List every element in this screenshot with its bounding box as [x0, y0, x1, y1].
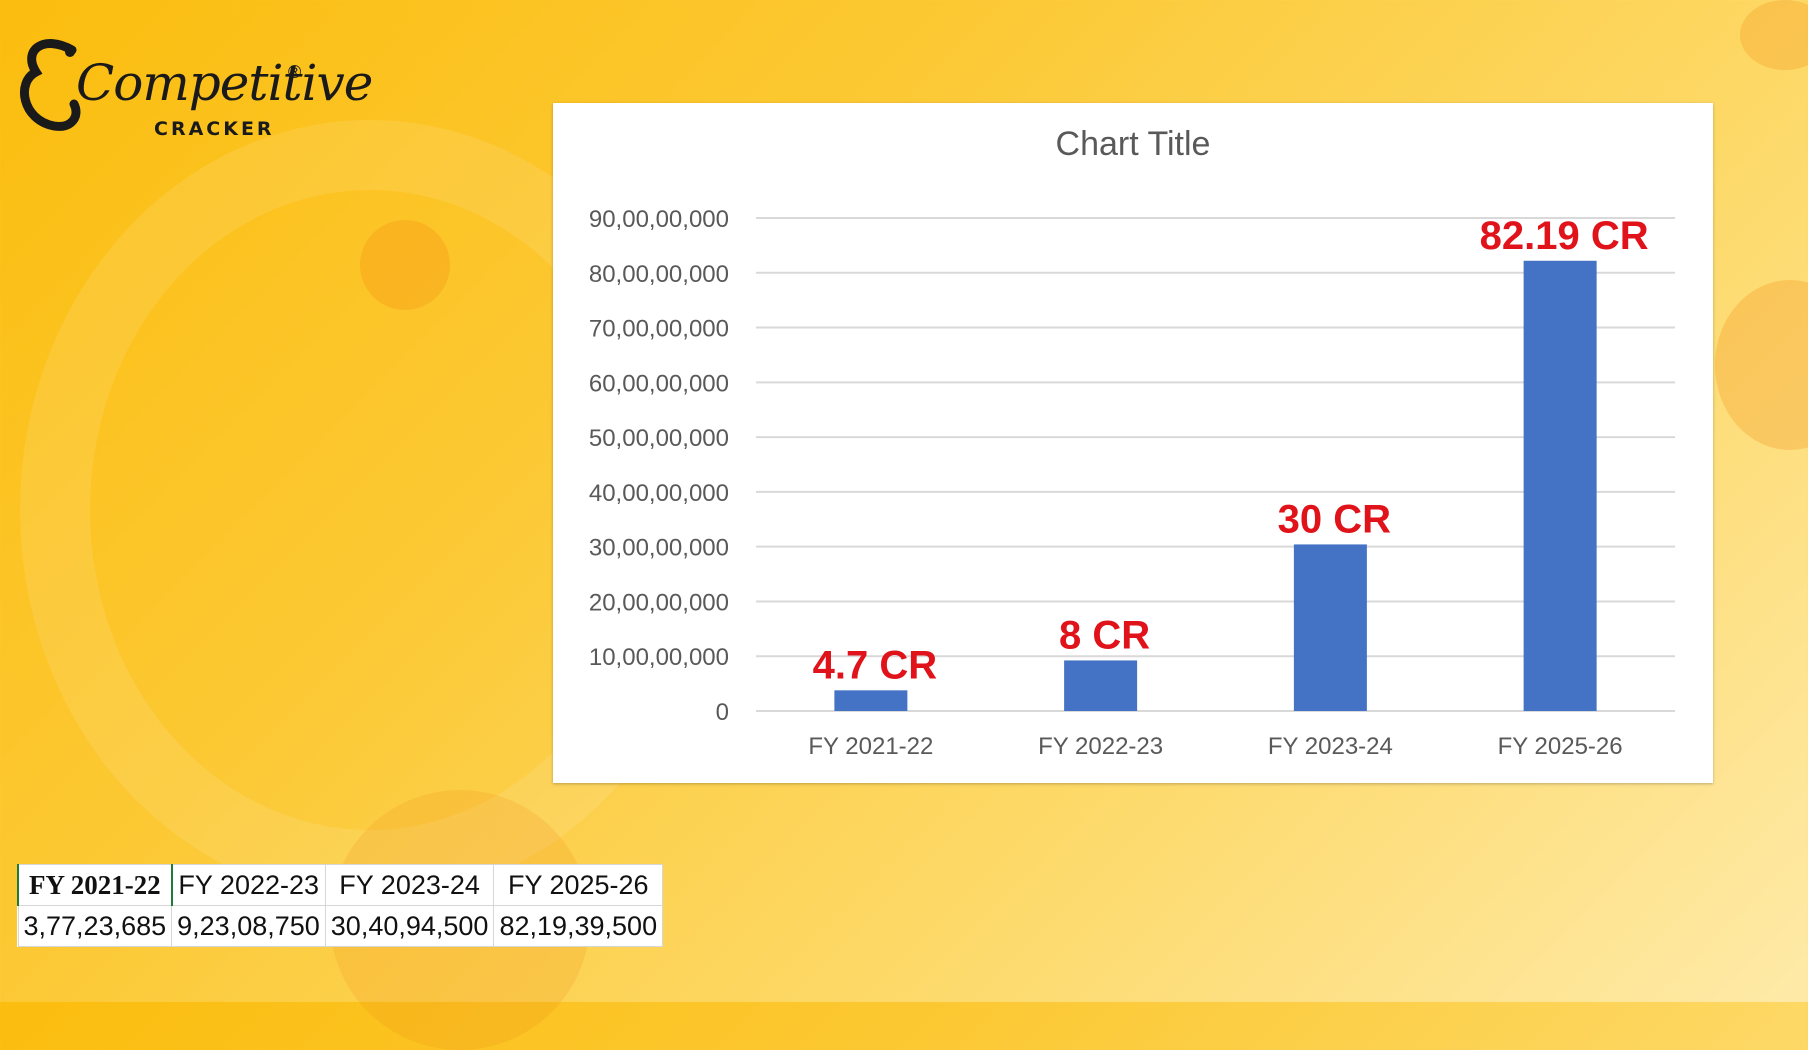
y-tick-label: 10,00,00,000 [589, 644, 729, 671]
bar [1523, 260, 1597, 711]
background-swirl [1740, 0, 1808, 70]
y-tick-label: 50,00,00,000 [589, 425, 729, 452]
x-tick-label: FY 2025-26 [1498, 733, 1623, 760]
x-tick-label: FY 2022-23 [1038, 733, 1163, 760]
table-header-row: FY 2021-22 FY 2022-23 FY 2023-24 FY 2025… [17, 864, 664, 906]
registered-mark: ® [288, 62, 302, 82]
logo-wordmark: Competitive [76, 54, 373, 112]
background-swirl [1715, 280, 1808, 450]
logo-subtitle: CRACKER [154, 118, 275, 140]
y-tick-label: 60,00,00,000 [589, 370, 729, 397]
y-tick-label: 70,00,00,000 [589, 316, 729, 343]
y-tick-label: 90,00,00,000 [589, 206, 729, 233]
y-tick-label: 80,00,00,000 [589, 261, 729, 288]
table-cell[interactable]: 9,23,08,750 [171, 905, 326, 947]
y-tick-label: 40,00,00,000 [589, 480, 729, 507]
y-tick-label: 30,00,00,000 [589, 535, 729, 562]
bar [1293, 544, 1367, 711]
table-header-cell[interactable]: FY 2025-26 [493, 864, 664, 906]
x-tick-label: FY 2021-22 [808, 733, 933, 760]
data-label: 8 CR [1059, 613, 1150, 657]
bar-chart: Chart Title 0 10,00,00,000 20,00,00,000 30,… [589, 125, 1675, 760]
logo-mark-icon [19, 39, 81, 131]
table-cell[interactable]: 30,40,94,500 [324, 905, 495, 947]
table-header-cell[interactable]: FY 2023-24 [324, 864, 495, 906]
table-header-cell[interactable]: FY 2022-23 [171, 864, 326, 906]
data-label: 82.19 CR [1480, 214, 1649, 258]
table-row: 3,77,23,685 9,23,08,750 30,40,94,500 82,… [17, 905, 664, 947]
table-header-cell[interactable]: FY 2021-22 [17, 864, 173, 906]
data-label: 4.7 CR [813, 643, 938, 687]
x-tick-label: FY 2023-24 [1268, 733, 1393, 760]
table-cell[interactable]: 82,19,39,500 [493, 905, 664, 947]
bar [834, 690, 908, 711]
bar [1064, 660, 1138, 711]
table-cell[interactable]: 3,77,23,685 [17, 905, 173, 947]
chart-panel: Chart Title 0 10,00,00,000 20,00,00,000 30,… [553, 103, 1713, 783]
brand-logo: Competitive ® CRACKER [14, 32, 373, 152]
data-label: 30 CR [1278, 497, 1391, 541]
y-tick-label: 0 [716, 699, 729, 726]
data-table: FY 2021-22 FY 2022-23 FY 2023-24 FY 2025… [17, 864, 664, 947]
chart-title: Chart Title [1056, 125, 1211, 163]
background-swirl [360, 220, 450, 310]
y-tick-label: 20,00,00,000 [589, 589, 729, 616]
